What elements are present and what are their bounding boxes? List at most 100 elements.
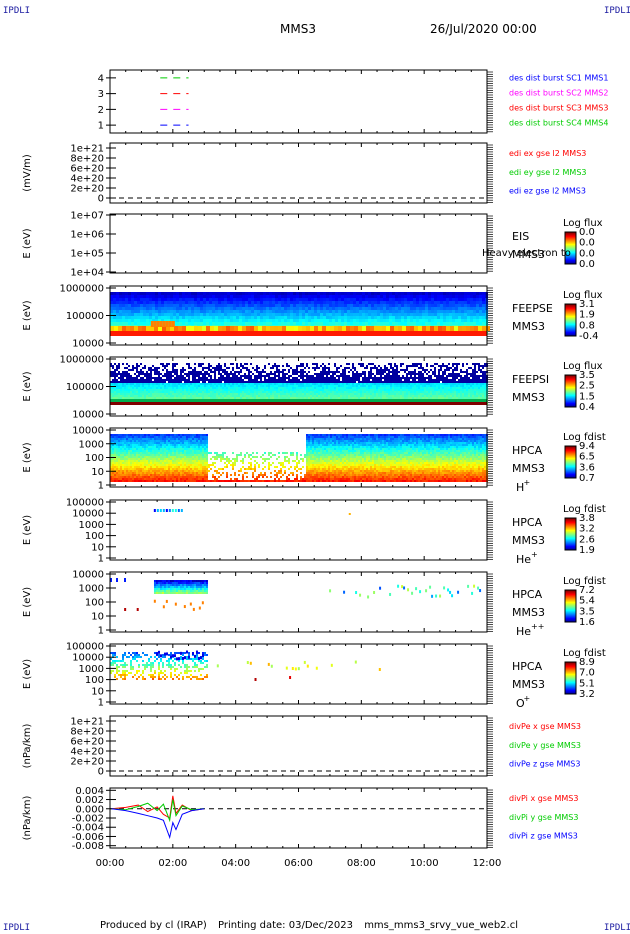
feepse-panel-cell	[197, 319, 200, 322]
feepsi-panel-cell	[146, 393, 148, 395]
feepse-panel-cell	[245, 304, 248, 307]
feepsi-panel-cell	[342, 393, 344, 395]
feepse-panel-cell	[330, 326, 334, 331]
feepse-panel-cell	[224, 301, 227, 304]
feepsi-panel-cell	[322, 371, 324, 373]
feepse-panel-cell	[449, 310, 452, 313]
feepse-panel-cell	[119, 310, 122, 313]
feepsi-panel-cell	[264, 377, 266, 379]
feepsi-panel-cell	[238, 395, 240, 397]
feepsi-panel-cell	[254, 379, 256, 381]
feepse-panel-cell	[476, 295, 479, 298]
feepse-panel-cell	[470, 304, 473, 307]
feepsi-panel-cell	[162, 383, 164, 385]
feepsi-panel-cell	[314, 385, 316, 387]
feepsi-panel-cell	[370, 367, 372, 369]
feepse-panel-cell	[305, 316, 308, 319]
feepse-panel-cell	[254, 316, 257, 319]
feepsi-panel-cell	[340, 385, 342, 387]
feepse-panel-cell	[482, 326, 486, 331]
feepsi-panel-cell	[148, 377, 150, 379]
feepsi-panel-cell	[138, 373, 140, 375]
feepse-panel-cell	[431, 316, 434, 319]
feepse-panel-cell	[143, 307, 146, 310]
feepse-panel-cell	[119, 301, 122, 304]
feepsi-panel-cell	[134, 391, 136, 393]
feepsi-panel-cell	[182, 395, 184, 397]
feepse-panel-cell	[125, 301, 128, 304]
feepse-panel-cell	[164, 304, 167, 307]
feepse-panel-cell	[371, 316, 374, 319]
feepsi-panel-cell	[294, 391, 296, 393]
feepsi-panel-cell	[154, 389, 156, 391]
feepse-panel-cell	[290, 301, 293, 304]
feepse-panel-cell	[410, 313, 413, 316]
feepsi-panel-cell	[232, 369, 234, 371]
feepse-panel-cell	[118, 326, 122, 331]
feepsi-panel-cell	[220, 393, 222, 395]
feepse-panel-cell	[320, 322, 323, 325]
feepsi-panel-cell	[338, 387, 340, 389]
feepsi-panel-cell	[280, 389, 282, 391]
feepsi-panel-cell	[212, 379, 214, 381]
feepsi-panel-cell	[270, 383, 272, 385]
feepse-panel-cell	[143, 322, 146, 325]
feepsi-panel-cell	[112, 391, 114, 393]
feepse-panel-cell	[407, 304, 410, 307]
feepsi-panel-cell	[342, 387, 344, 389]
feepsi-panel-cell	[216, 379, 218, 381]
feepse-panel-cell	[431, 292, 434, 295]
feepsi-panel-cell	[270, 395, 272, 397]
feepse-panel-cell	[461, 310, 464, 313]
feepse-panel-cell	[290, 316, 293, 319]
feepsi-panel-cell	[352, 383, 354, 385]
feepsi-panel-cell	[274, 393, 276, 395]
feepsi-panel-cell	[232, 377, 234, 379]
feepsi-panel-cell	[286, 377, 288, 379]
feepse-panel-cell	[296, 301, 299, 304]
divpe-panel-ytick-label: 8e+20	[70, 727, 104, 738]
feepsi-panel-cell	[252, 397, 254, 399]
feepsi-panel-cell	[350, 379, 352, 381]
feepsi-panel-cell	[142, 397, 144, 399]
feepse-panel-cell	[143, 313, 146, 316]
feepse-panel-cell	[380, 316, 383, 319]
feepse-panel-cell	[311, 304, 314, 307]
feepse-panel-cell	[221, 307, 224, 310]
feepsi-panel-cell	[250, 383, 252, 385]
feepse-panel-cell	[278, 292, 281, 295]
feepsi-panel-cell	[124, 379, 126, 381]
feepsi-panel-cell	[344, 373, 346, 375]
feepse-panel-cell	[356, 322, 359, 325]
feepse-panel-cell	[326, 316, 329, 319]
feepsi-panel-cell	[234, 387, 236, 389]
feepsi-panel-cell	[322, 369, 324, 371]
feepsi-panel-cell	[326, 375, 328, 377]
feepsi-panel-cell	[304, 381, 306, 383]
feepsi-panel-cell	[294, 389, 296, 391]
feepsi-panel-cell	[308, 397, 310, 399]
feepsi-panel-cell	[382, 371, 384, 373]
feepsi-panel-cell	[340, 365, 342, 367]
feepsi-panel-cell	[370, 395, 372, 397]
feepsi-panel-cell	[178, 383, 180, 385]
feepse-panel-cell	[437, 313, 440, 316]
feepsi-panel-cell	[342, 397, 344, 399]
feepse-panel-cell	[371, 298, 374, 301]
feepsi-panel-cell	[308, 371, 310, 373]
feepsi-panel-cell	[264, 395, 266, 397]
feepsi-panel-cell	[162, 397, 164, 399]
feepse-panel-cell	[425, 316, 428, 319]
feepse-panel-cell	[152, 304, 155, 307]
feepsi-panel-cell	[134, 387, 136, 389]
feepse-panel-cell	[437, 310, 440, 313]
feepsi-panel-cell	[302, 387, 304, 389]
feepsi-panel-cell	[292, 395, 294, 397]
feepse-panel-cell	[473, 322, 476, 325]
feepse-panel-cell	[452, 292, 455, 295]
feepsi-panel-cell	[376, 389, 378, 391]
feepse-panel-cell	[302, 310, 305, 313]
eis-panel-frame	[109, 213, 488, 274]
feepse-panel-cell	[419, 310, 422, 313]
feepse-panel-cell	[194, 292, 197, 295]
